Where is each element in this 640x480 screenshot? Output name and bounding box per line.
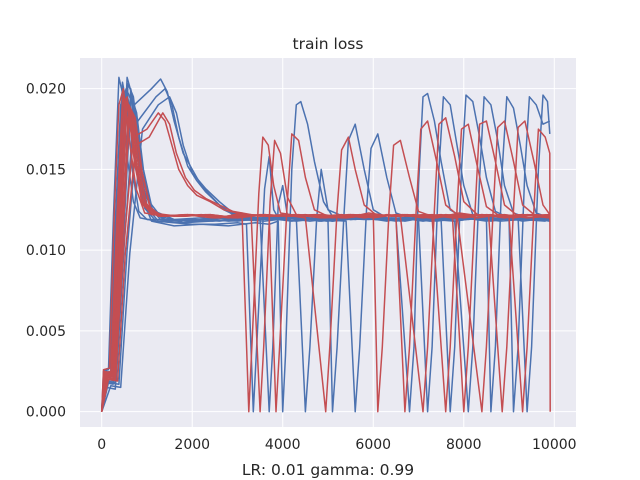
series-line-blue-12 xyxy=(100,94,551,413)
x-tick-label: 6000 xyxy=(355,437,391,453)
y-tick-label: 0.005 xyxy=(26,324,66,340)
grid-lines xyxy=(80,58,576,427)
y-tick-label: 0.010 xyxy=(26,243,66,259)
series-group xyxy=(100,76,551,413)
x-tick-label: 8000 xyxy=(446,437,482,453)
series-line-red-23 xyxy=(100,107,551,413)
x-tick-label: 0 xyxy=(97,437,106,453)
y-tick-label: 0.020 xyxy=(26,82,66,98)
chart-title: train loss xyxy=(293,35,364,53)
x-tick-label: 2000 xyxy=(174,437,210,453)
x-tick-labels: 0 2000 4000 6000 8000 10000 xyxy=(97,437,576,453)
x-tick-label: 10000 xyxy=(532,437,577,453)
x-axis-label: LR: 0.01 gamma: 0.99 xyxy=(242,461,414,479)
y-tick-label: 0.000 xyxy=(26,405,66,421)
y-tick-label: 0.015 xyxy=(26,162,66,178)
series-line-red-24 xyxy=(100,100,551,413)
x-tick-label: 4000 xyxy=(265,437,301,453)
y-tick-labels: 0.000 0.005 0.010 0.015 0.020 xyxy=(26,82,66,421)
